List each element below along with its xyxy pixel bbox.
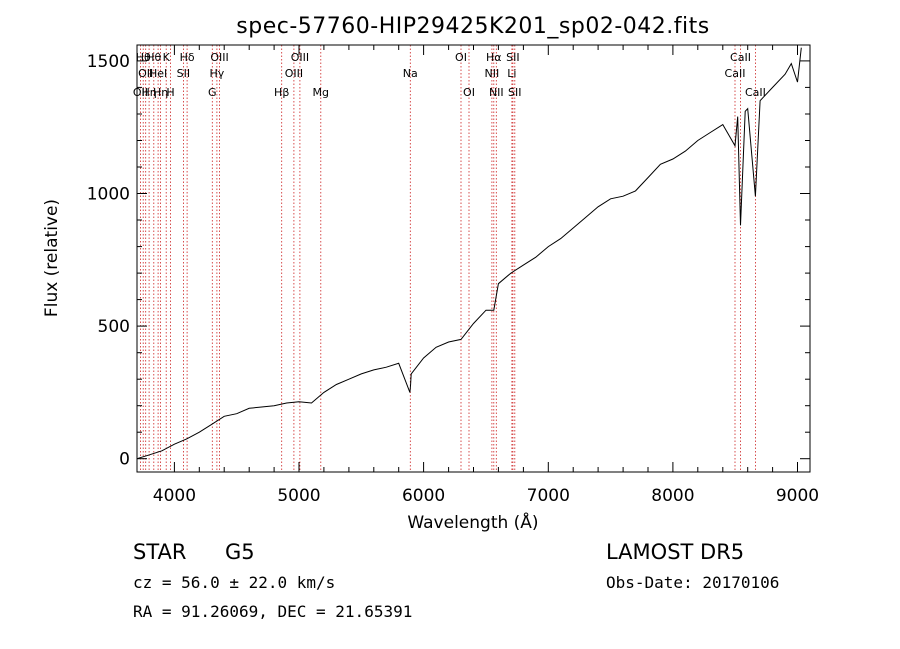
line-label: Hη xyxy=(153,86,168,99)
line-label: CaII xyxy=(730,51,751,64)
line-label: Hθ xyxy=(146,51,161,64)
plot-frame xyxy=(136,44,811,473)
survey-name: LAMOST DR5 xyxy=(606,540,745,564)
line-label: HeI xyxy=(149,67,167,80)
line-label: SII xyxy=(177,67,190,80)
x-tick-label: 9000 xyxy=(776,486,819,506)
line-label: NII xyxy=(489,86,504,99)
spectrum-line xyxy=(136,47,802,460)
chart-title: spec-57760-HIP29425K201_sp02-042.fits xyxy=(236,14,709,39)
line-label: Hα xyxy=(486,51,502,64)
line-label: Li xyxy=(507,67,516,80)
x-tick-label: 5000 xyxy=(277,486,320,506)
y-tick-label: 1000 xyxy=(87,185,130,205)
line-label: OII xyxy=(138,67,153,80)
y-tick-label: 500 xyxy=(98,317,130,337)
line-label: OI xyxy=(455,51,467,64)
line-label: G xyxy=(208,86,217,99)
x-axis-label: Wavelength (Å) xyxy=(407,511,538,533)
line-label: Hη xyxy=(141,86,156,99)
line-label: Na xyxy=(403,67,418,80)
x-tick-label: 4000 xyxy=(153,486,196,506)
x-tick-label: 7000 xyxy=(527,486,570,506)
y-tick-label: 0 xyxy=(119,450,130,470)
line-label: CaII xyxy=(725,67,746,80)
line-label: OI xyxy=(463,86,475,99)
coordinates: RA = 91.26069, DEC = 21.65391 xyxy=(133,602,413,621)
line-label: OIII xyxy=(210,51,228,64)
x-tick-label: 6000 xyxy=(402,486,445,506)
line-label: K xyxy=(163,51,171,64)
line-label: CaII xyxy=(745,86,766,99)
spectral-line-markers xyxy=(139,45,756,472)
line-label: SII xyxy=(506,51,519,64)
line-label: OIII xyxy=(285,67,303,80)
spectral-line-labels: OIIHθOIIHηHθHeIHηKHSIIHδGHγOIIIHβOIIIOII… xyxy=(133,51,766,99)
x-tick-label: 8000 xyxy=(651,486,694,506)
line-label: Hδ xyxy=(180,51,195,64)
line-label: Hγ xyxy=(210,67,225,80)
y-axis-label: Flux (relative) xyxy=(42,199,62,317)
redshift-info: cz = 56.0 ± 22.0 km/s xyxy=(133,573,336,592)
line-label: Hβ xyxy=(274,86,289,99)
line-label: SII xyxy=(508,86,521,99)
y-axis: 0 500 1000 1500 xyxy=(87,52,810,470)
x-axis: 4000 5000 6000 7000 8000 9000 xyxy=(153,45,819,506)
observation-date: Obs-Date: 20170106 xyxy=(606,573,780,592)
line-label: OIII xyxy=(291,51,309,64)
object-subclass: G5 xyxy=(225,540,255,564)
object-class: STAR xyxy=(133,540,187,564)
y-tick-label: 1500 xyxy=(87,52,130,72)
line-label: Mg xyxy=(313,86,329,99)
line-label: H xyxy=(166,86,174,99)
line-label: NII xyxy=(485,67,500,80)
